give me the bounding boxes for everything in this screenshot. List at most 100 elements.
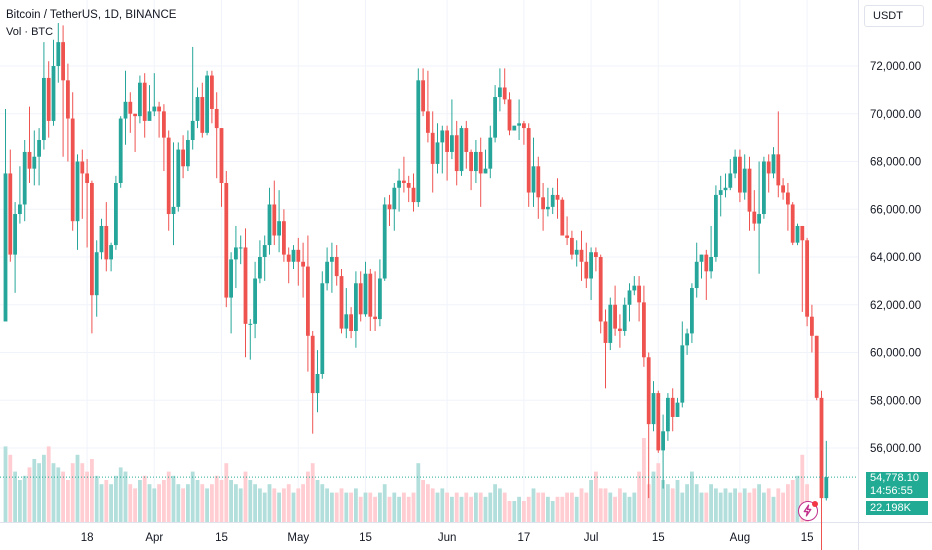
volume-bar [8,454,13,522]
volume-bar [766,488,771,522]
candle [728,173,733,188]
candle [238,247,243,249]
candle [675,402,680,417]
candle [171,206,176,215]
volume-bar [507,501,512,522]
volume-bar [579,488,584,522]
candle [738,156,742,193]
candle [656,393,661,451]
candle [762,161,766,215]
price-tick-label: 64,000.00 [870,252,921,264]
volume-bar [570,492,574,522]
candle [267,204,272,246]
candle [99,225,104,253]
candle [248,323,253,325]
candle [3,173,8,322]
volume-bar [75,454,80,522]
candle [387,204,392,210]
candle [795,225,800,243]
volume-bar [786,484,790,522]
candle [320,283,325,374]
volume-bar [315,480,320,522]
price-tick-label: 62,000.00 [870,300,921,312]
candle [80,161,85,174]
volume-bar [795,475,800,522]
volume-bar [166,471,171,522]
candle [550,194,555,207]
volume-bar [656,463,661,522]
candle [469,151,473,172]
volume-bar [277,492,281,522]
candle [584,261,589,279]
date-tick-label: 17 [518,532,531,544]
candle [301,261,305,267]
candle [123,101,128,119]
candle [176,149,181,207]
volume-bar [488,492,493,522]
candle [214,108,219,129]
candle [315,373,320,394]
volume-bar [387,496,392,522]
volume-bar [13,471,17,522]
volume-bar [627,496,632,522]
volume-bar [747,492,752,522]
volume-bar [61,471,65,522]
candle [109,245,113,260]
volume-bar [229,480,233,522]
volume-bar [325,488,329,522]
candle [402,180,406,183]
volume-bar [171,475,176,522]
candle [344,314,349,329]
currency-button[interactable]: USDT [864,5,924,27]
volume-bar [742,488,747,522]
volume-bar [286,484,291,522]
volume-bar [757,484,761,522]
candle [22,151,27,205]
volume-bar [421,480,425,522]
candle [426,111,430,133]
volume-indicator-label[interactable]: Vol · BTC [6,26,54,38]
volume-bar [267,484,272,522]
volume-bar [339,488,344,522]
candle [771,154,776,174]
candle [162,111,166,138]
candle [824,477,829,499]
candle [565,235,569,238]
volume-bar [186,484,190,522]
candle [579,249,584,262]
volume-bar [296,488,301,522]
symbol-title[interactable]: Bitcoin / TetherUS, 1D, BINANCE [6,9,177,21]
volume-bar [651,471,656,522]
volume-bar [608,492,613,522]
candle [306,266,310,336]
volume-bar [32,459,37,522]
notification-dot [812,501,818,507]
volume-bar [262,492,267,522]
volume-bar [459,496,464,522]
date-tick-label: Jul [584,532,599,544]
volume-bar [522,501,526,522]
volume-bar [258,488,262,522]
candle [18,204,22,215]
date-tick-label: 15 [652,532,665,544]
candle [411,187,416,203]
candle [114,182,118,246]
volume-bar [502,492,507,522]
candle [781,185,785,193]
candle [210,75,214,109]
volume-bar [3,446,8,522]
volume-bar [728,492,733,522]
volume-bar [690,471,694,522]
price-tick-label: 70,000.00 [870,109,921,121]
candle [570,237,574,255]
candle [680,345,685,403]
candle [32,156,37,169]
volume-bar [330,492,334,522]
candle [512,125,517,131]
candle [459,128,464,172]
candle [138,82,142,117]
candle [608,304,613,343]
candle [699,254,704,262]
volume-bar [781,492,785,522]
